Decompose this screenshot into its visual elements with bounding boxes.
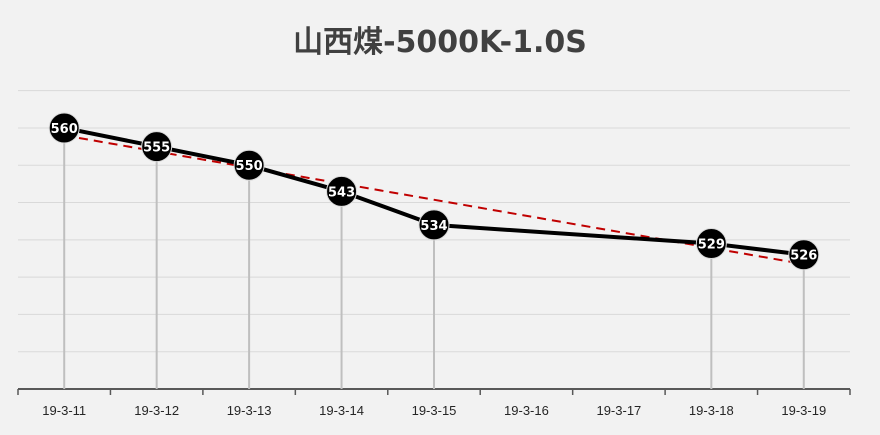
data-label: 534 [420,219,447,234]
x-tick-label: 19-3-14 [319,403,364,418]
data-point-marker [418,209,450,241]
data-label: 529 [698,238,725,253]
x-tick-label: 19-3-13 [227,403,272,418]
x-tick-label: 19-3-19 [781,403,826,418]
data-point-marker [48,112,80,144]
chart-title: 山西煤-5000K-1.0S [293,25,587,60]
trendline [64,134,804,266]
x-tick-label: 19-3-11 [42,403,86,418]
data-point-marker [695,228,727,260]
x-tick-label: 19-3-16 [504,403,549,418]
x-tick-label: 19-3-15 [412,403,457,418]
data-point-marker [141,131,173,163]
data-label: 526 [790,249,817,264]
data-label: 550 [236,159,263,174]
data-label: 543 [328,185,355,200]
data-point-marker [788,239,820,271]
x-tick-label: 19-3-17 [596,403,641,418]
data-point-marker [233,149,265,181]
data-label: 560 [51,122,78,137]
x-tick-label: 19-3-12 [134,403,179,418]
data-point-marker [326,175,358,207]
x-tick-label: 19-3-18 [689,403,734,418]
data-label: 555 [143,141,170,156]
